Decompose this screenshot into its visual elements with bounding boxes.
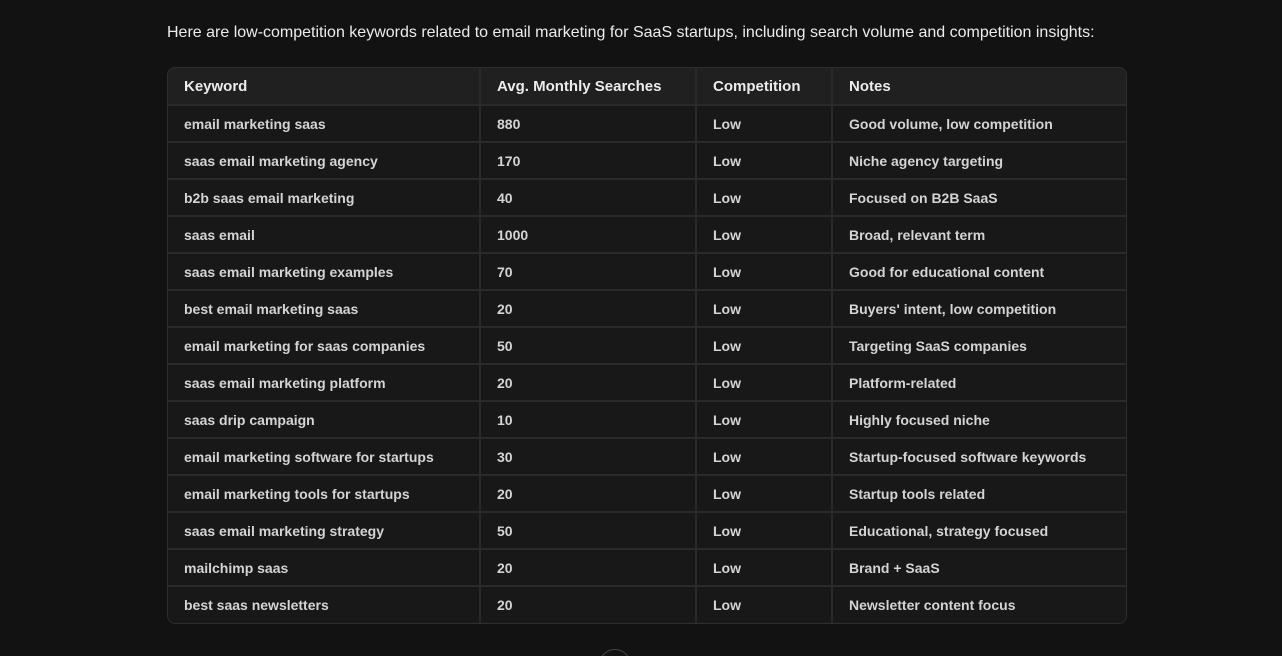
table-row: saas drip campaign 10 Low Highly focused ni… xyxy=(168,401,1126,439)
cell-searches: 50 xyxy=(480,327,697,365)
table-row: email marketing software for startups 30 L… xyxy=(168,438,1126,476)
cell-notes: Niche agency targeting xyxy=(832,142,1126,180)
cell-keyword: saas email marketing examples xyxy=(168,253,481,291)
cell-keyword: saas email marketing agency xyxy=(168,142,481,180)
cell-searches: 30 xyxy=(480,438,697,476)
cell-searches: 1000 xyxy=(480,216,697,254)
table-row: saas email 1000 Low Broad, relevant term xyxy=(168,216,1126,254)
keyword-table: Keyword Avg. Monthly Searches Competitio… xyxy=(167,67,1127,624)
cell-notes: Brand + SaaS xyxy=(832,549,1126,587)
cell-notes: Newsletter content focus xyxy=(849,597,1016,613)
cell-notes: Startup-focused software keywords xyxy=(832,438,1126,476)
cell-competition: Low xyxy=(696,364,833,402)
cell-searches: 20 xyxy=(480,586,697,623)
cell-keyword: email marketing for saas companies xyxy=(168,327,481,365)
cell-keyword: saas email xyxy=(168,216,481,254)
table-header-row: Keyword Avg. Monthly Searches Competitio… xyxy=(168,68,1126,106)
cell-competition: Low xyxy=(696,438,833,476)
cell-keyword: best saas newsletters xyxy=(168,586,481,623)
cell-keyword: saas email marketing strategy xyxy=(168,512,481,550)
cell-competition: Low xyxy=(696,253,833,291)
table-row: saas email marketing platform 20 Low Platfo… xyxy=(168,364,1126,402)
cell-competition: Low xyxy=(696,401,833,439)
cell-keyword: saas drip campaign xyxy=(168,401,481,439)
table-row: saas email marketing examples 70 Low Good f… xyxy=(168,253,1126,291)
scroll-down-button[interactable] xyxy=(599,649,631,656)
intro-text: Here are low-competition keywords relate… xyxy=(167,24,1095,41)
cell-keyword: saas email marketing platform xyxy=(168,364,481,402)
cell-keyword: email marketing software for startups xyxy=(168,438,481,476)
cell-competition: Low xyxy=(696,290,833,328)
cell-searches: 20 xyxy=(480,290,697,328)
cell-notes: Buyers' intent, low competition xyxy=(832,290,1126,328)
cell-keyword: best email marketing saas xyxy=(168,290,481,328)
cell-competition: Low xyxy=(696,549,833,587)
cell-searches: 170 xyxy=(480,142,697,180)
cell-notes: Platform-related xyxy=(832,364,1126,402)
cell-notes: Good for educational content xyxy=(832,253,1126,291)
table-row: b2b saas email marketing 40 Low Focused on … xyxy=(168,179,1126,217)
cell-searches: 70 xyxy=(480,253,697,291)
table-row: email marketing saas 880 Low Good volume, l… xyxy=(168,105,1126,143)
header-searches: Avg. Monthly Searches xyxy=(480,68,697,106)
table-row: best email marketing saas 20 Low Buyers' in… xyxy=(168,290,1126,328)
cell-competition: Low xyxy=(696,105,833,143)
table-row: email marketing for saas companies 50 Low T… xyxy=(168,327,1126,365)
table-row: mailchimp saas 20 Low Brand + SaaS xyxy=(168,549,1126,587)
cell-notes: Targeting SaaS companies xyxy=(832,327,1126,365)
cell-notes: Educational, strategy focused xyxy=(832,512,1126,550)
cell-competition: Low xyxy=(696,475,833,513)
cell-keyword: mailchimp saas xyxy=(168,549,481,587)
cell-keyword: email marketing saas xyxy=(168,105,481,143)
cell-notes: Focused on B2B SaaS xyxy=(832,179,1126,217)
cell-competition: Low xyxy=(696,512,833,550)
cell-searches: 40 xyxy=(480,179,697,217)
table-row: saas email marketing agency 170 Low Niche a… xyxy=(168,142,1126,180)
header-notes: Notes xyxy=(832,68,1126,106)
table-row: email marketing tools for startups 20 Low S… xyxy=(168,475,1126,513)
cell-notes: Highly focused niche xyxy=(832,401,1126,439)
cell-competition: Low xyxy=(696,327,833,365)
cell-competition: Low xyxy=(696,216,833,254)
cell-searches: 20 xyxy=(480,475,697,513)
table-row: saas email marketing strategy 50 Low Educat… xyxy=(168,512,1126,550)
cell-searches: 20 xyxy=(480,549,697,587)
cell-searches: 10 xyxy=(480,401,697,439)
cell-competition: Low xyxy=(696,586,833,623)
cell-competition: Low xyxy=(696,142,833,180)
header-competition: Competition xyxy=(696,68,833,106)
cell-searches: 20 xyxy=(480,364,697,402)
cell-keyword: b2b saas email marketing xyxy=(168,179,481,217)
table-row: best saas newsletters 20 Low Newsletter con… xyxy=(168,586,1126,623)
cell-competition: Low xyxy=(696,179,833,217)
cell-notes: Broad, relevant term xyxy=(832,216,1126,254)
cell-searches: 880 xyxy=(480,105,697,143)
header-keyword: Keyword xyxy=(168,68,481,106)
cell-notes: Startup tools related xyxy=(832,475,1126,513)
cell-searches: 50 xyxy=(480,512,697,550)
cell-notes: Good volume, low competition xyxy=(832,105,1126,143)
cell-keyword: email marketing tools for startups xyxy=(168,475,481,513)
